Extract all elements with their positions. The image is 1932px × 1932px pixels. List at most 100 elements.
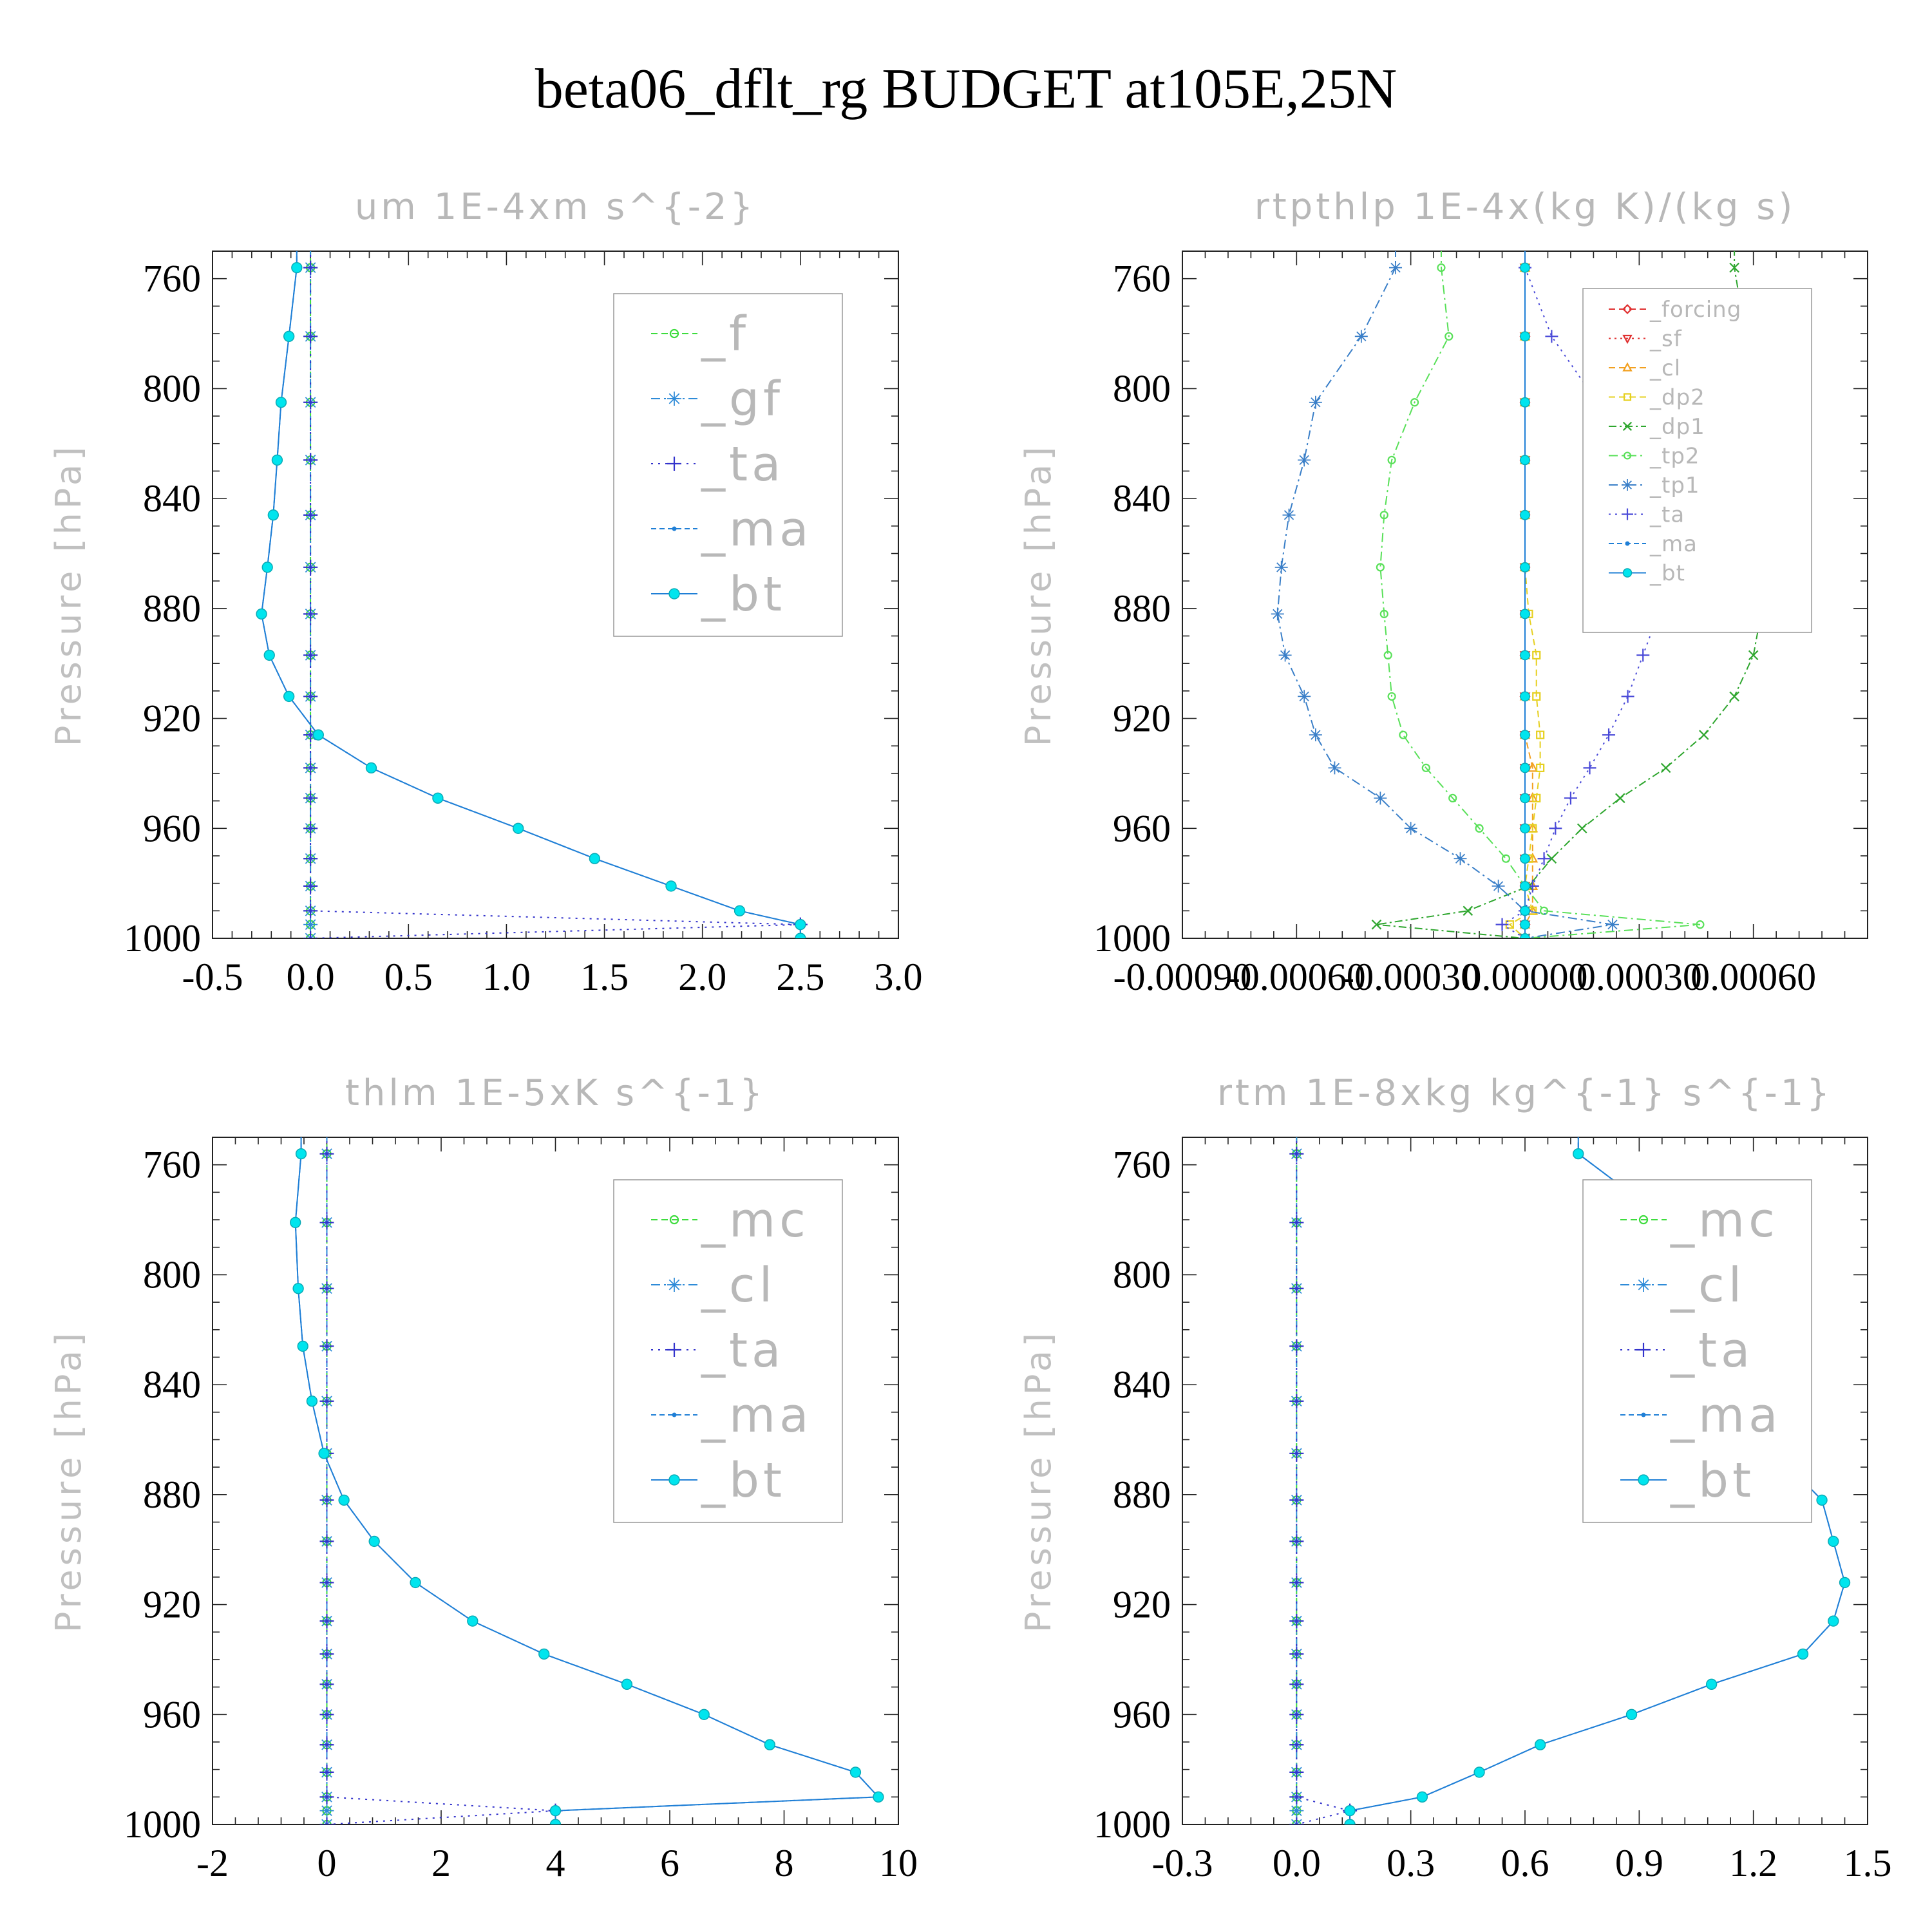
x-tick-label: 0.0: [1273, 1842, 1321, 1884]
series-tp2-point: [1387, 455, 1396, 464]
legend-label-gf: _gf: [701, 372, 784, 427]
legend-label-bt: _bt: [701, 567, 786, 622]
series-ta-point: [319, 1614, 334, 1629]
series-bt-point: [849, 1766, 862, 1778]
series-ta-point: [303, 689, 318, 704]
legend-label-cl: _cl: [701, 1258, 776, 1313]
legend-marker-ta: [667, 1343, 681, 1357]
x-tick-label: 0.3: [1387, 1842, 1435, 1884]
x-tick-label: 0.00060: [1690, 956, 1816, 998]
series-ta-point: [1289, 1677, 1304, 1692]
series-tp2-point: [1383, 650, 1392, 659]
x-tick-label: 2: [431, 1842, 451, 1884]
legend-label-mc: _mc: [701, 1193, 810, 1248]
series-tp2-point: [1696, 920, 1705, 929]
x-tick-label: 10: [879, 1842, 918, 1884]
series-ta-point: [303, 507, 318, 522]
panel-rtm: rtm 1E-8xkg kg^{-1} s^{-1} Pressure [hPa]…: [1018, 1072, 1892, 1884]
series-ta-point: [1537, 852, 1551, 866]
legend-label-tp2: _tp2: [1649, 443, 1700, 469]
series-ta-point: [319, 1394, 334, 1408]
series-bt-point: [549, 1804, 562, 1817]
legend-label-ma: _ma: [1670, 1388, 1781, 1443]
series-ta-point: [1289, 1647, 1304, 1662]
series-tp1-point: [1492, 879, 1505, 893]
x-tick-label: 1.5: [1844, 1842, 1892, 1884]
y-axis-title: Pressure [hPa]: [48, 1329, 89, 1633]
series-bt-point: [1520, 823, 1530, 834]
legend-label-dp1: _dp1: [1649, 414, 1705, 440]
legend-marker-dp1: [1622, 421, 1633, 431]
x-tick-label: 0.00000: [1463, 956, 1588, 998]
series-tp1-line: [1276, 251, 1613, 938]
series-ta-point: [1583, 761, 1596, 775]
legend-marker-ta: [1622, 508, 1633, 520]
series-bt-point: [1520, 933, 1530, 938]
y-tick-label: 760: [1113, 1144, 1171, 1186]
series-bt-point: [795, 918, 806, 931]
panel-title: thlm 1E-5xK s^{-1}: [345, 1072, 766, 1114]
x-tick-label: 4: [546, 1842, 565, 1884]
series-bt-point: [368, 1535, 380, 1548]
series-bt-point: [338, 1494, 350, 1506]
series-ta-point: [319, 1534, 334, 1549]
y-tick-label: 960: [143, 807, 201, 849]
series-ta-point: [1602, 728, 1616, 742]
series-ta-point: [303, 791, 318, 806]
panel-thlm: thlm 1E-5xK s^{-1}Pressure [hPa]76080084…: [48, 1072, 918, 1884]
legend-marker-forcing: [1622, 304, 1633, 314]
series-tp1-point: [1309, 728, 1322, 742]
series-bt-point: [1520, 397, 1530, 408]
series-ta-point: [319, 1647, 334, 1662]
legend-marker-ma: [672, 1412, 677, 1417]
series-ta-point: [1545, 330, 1558, 343]
legend-marker-mc: [1638, 1215, 1649, 1225]
series-bt-point: [1705, 1678, 1718, 1690]
x-tick-label: 0: [317, 1842, 337, 1884]
legend-marker-tp2: [1623, 451, 1632, 460]
legend-marker-cl: [667, 1278, 681, 1292]
y-tick-label: 880: [143, 587, 201, 630]
series-tp2-point: [1501, 854, 1511, 863]
x-tick-label: 8: [775, 1842, 794, 1884]
series-ta-point: [319, 1677, 334, 1692]
series-bt-point: [665, 880, 677, 892]
series-tp2-point: [1444, 332, 1454, 341]
series-ta-point: [1289, 1146, 1304, 1161]
legend-marker-ma: [1625, 541, 1630, 546]
series-ta-point: [319, 1765, 334, 1779]
series-dp2-point: [1532, 793, 1541, 802]
series-tp2-point: [1387, 692, 1396, 701]
series-ta-point: [1549, 822, 1562, 835]
series-ta-point: [303, 821, 318, 836]
x-tick-label: -0.00090: [1113, 956, 1252, 998]
series-tp2-point: [1448, 793, 1457, 802]
series-ta-point: [303, 851, 318, 866]
series-ta-point: [1289, 1281, 1304, 1296]
series-dp1-point: [1371, 919, 1382, 930]
y-tick-label: 920: [143, 1584, 201, 1626]
x-tick-label: -0.3: [1152, 1842, 1213, 1884]
series-bt-point: [1520, 905, 1530, 916]
x-tick-label: 0.9: [1615, 1842, 1663, 1884]
series-ta-point: [1289, 1738, 1304, 1752]
y-tick-label: 840: [143, 1363, 201, 1406]
legend-marker-ma: [1641, 1412, 1646, 1417]
legend-marker-tp1: [1622, 479, 1633, 491]
series-ta-point: [1289, 1339, 1304, 1354]
series-bt-point: [1534, 1739, 1546, 1750]
series-bt-point: [549, 1819, 562, 1824]
series-bt-point: [292, 1283, 304, 1294]
series-ta-line: [326, 1137, 556, 1824]
series-ta-point: [303, 931, 318, 938]
series-bt-point: [1344, 1804, 1356, 1817]
series-bt-point: [589, 853, 601, 864]
series-bt-point: [1520, 880, 1530, 891]
series-tp2-point: [1421, 763, 1430, 772]
series-ta-point: [1564, 791, 1577, 805]
series-bt-point: [538, 1648, 550, 1660]
series-tp1-point: [1278, 649, 1292, 662]
series-tp1-point: [1282, 508, 1296, 522]
series-bt-point: [1520, 730, 1530, 741]
series-bt-point: [256, 608, 267, 620]
